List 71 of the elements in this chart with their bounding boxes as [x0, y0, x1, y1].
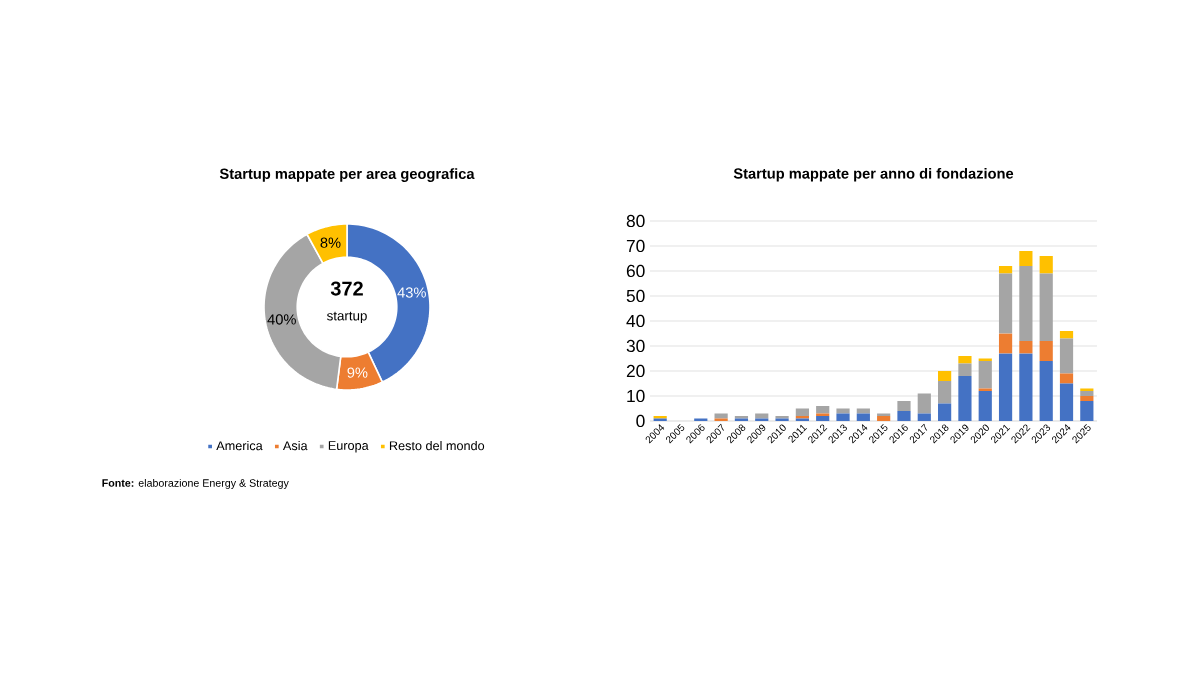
- bar: [714, 413, 728, 419]
- text: startup: [327, 311, 367, 324]
- bar: [938, 380, 952, 404]
- bar: [1080, 388, 1094, 391]
- data-label: 8%: [320, 237, 341, 248]
- legend-label: Resto del mondo: [389, 440, 485, 451]
- bar: [1019, 353, 1033, 421]
- text: Fonte: elaborazione Energy & Strategy: [102, 478, 289, 489]
- bar: [1059, 330, 1074, 339]
- y-tick-label: 20: [626, 364, 645, 378]
- bar: [1039, 273, 1053, 341]
- y-tick-label: 70: [626, 239, 645, 253]
- chart-title: Startup mappate per anno di fondazione: [733, 167, 1014, 182]
- y-tick-label: 30: [626, 339, 645, 353]
- bar: [816, 415, 830, 421]
- bar: [1080, 400, 1094, 421]
- bar: [917, 393, 931, 414]
- y-tick-label: 80: [626, 214, 645, 228]
- bar: [978, 390, 992, 421]
- bar: [897, 400, 911, 411]
- bar: [958, 363, 972, 376]
- bar: [816, 413, 830, 416]
- bar: [1039, 255, 1053, 274]
- data-label: 43%: [397, 287, 426, 298]
- data-label: 40%: [267, 314, 296, 325]
- data-label: 9%: [347, 367, 368, 378]
- bar: [755, 413, 769, 419]
- y-tick-label: 40: [626, 314, 645, 328]
- bar: [877, 413, 891, 416]
- bar: [998, 273, 1013, 334]
- bar: [998, 353, 1013, 421]
- text: 372: [330, 281, 363, 296]
- y-tick-label: 0: [636, 414, 645, 428]
- bar: [856, 408, 870, 414]
- bar: [836, 413, 850, 421]
- bar: [897, 410, 911, 421]
- bar: [998, 265, 1013, 274]
- y-tick-label: 50: [626, 289, 645, 303]
- y-tick-label: 60: [626, 264, 645, 278]
- bar: [1039, 340, 1053, 361]
- bar: [714, 418, 728, 421]
- bar: [1059, 338, 1074, 374]
- bar: [958, 375, 972, 421]
- bar: [1080, 395, 1094, 401]
- bar: [1019, 340, 1033, 354]
- bar: [938, 403, 952, 421]
- bar: [816, 405, 830, 414]
- bar: [978, 388, 992, 391]
- y-tick-label: 10: [627, 389, 645, 403]
- bar: [1039, 360, 1053, 421]
- bar: [755, 418, 769, 421]
- legend-label: Europa: [328, 441, 369, 453]
- bar: [856, 413, 870, 421]
- bar: [958, 355, 972, 364]
- bar: [1059, 383, 1074, 421]
- bar: [1059, 373, 1074, 384]
- bar: [978, 360, 992, 389]
- bar: [795, 408, 809, 416]
- chart-title: Startup mappate per area geografica: [219, 168, 475, 182]
- bar: [998, 333, 1013, 354]
- bar: [1019, 250, 1033, 266]
- bar: [694, 418, 708, 421]
- bar: [877, 415, 891, 421]
- bar: [978, 358, 992, 361]
- bar: [938, 370, 952, 381]
- legend-label: America: [216, 440, 263, 451]
- bar: [836, 408, 850, 414]
- bar: [1080, 390, 1094, 396]
- bar: [917, 413, 931, 421]
- bar: [1019, 265, 1033, 341]
- legend-label: Asia: [282, 440, 308, 451]
